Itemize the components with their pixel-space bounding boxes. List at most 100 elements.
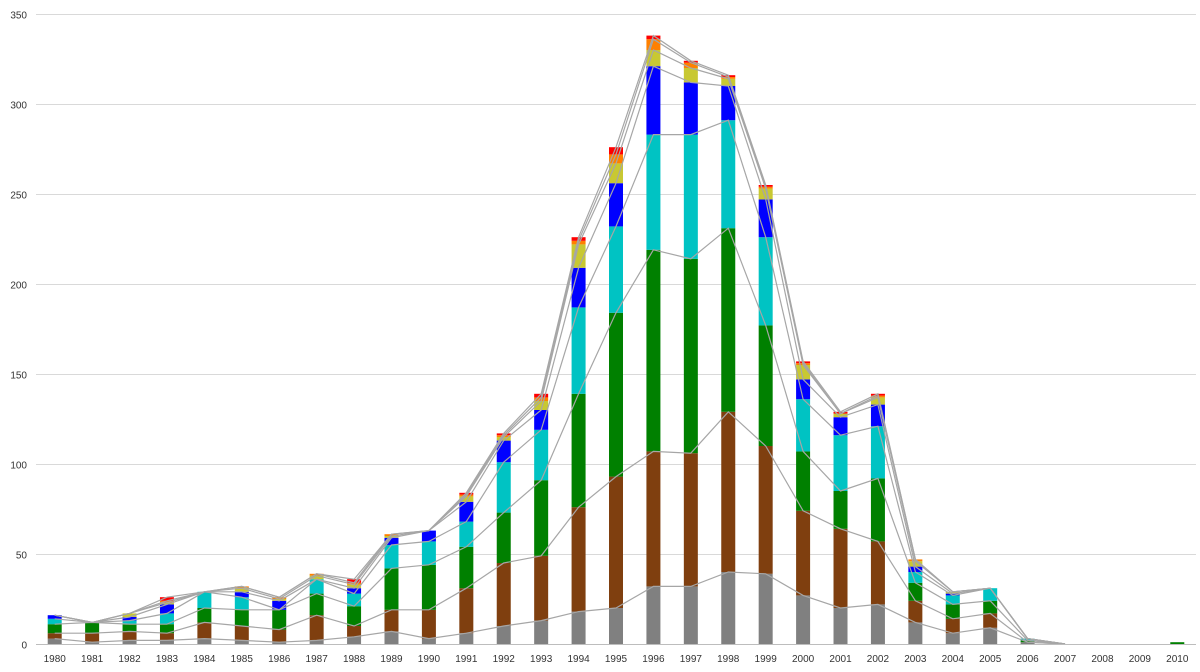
bar-segment [870, 426, 885, 479]
series-link-line [54, 227, 1066, 645]
bar-segment [646, 66, 661, 135]
bar-segment [85, 622, 100, 634]
y-tick-label: 0 [21, 641, 27, 652]
bar-segment [122, 613, 137, 617]
bar-segment [683, 68, 698, 83]
bar-segment [534, 401, 549, 410]
bar-segment [421, 530, 436, 542]
x-tick-label: 1999 [755, 654, 778, 665]
x-tick-label: 2006 [1016, 654, 1039, 665]
bar-segment [47, 615, 62, 619]
bar-segment [908, 572, 923, 583]
bar-segment [234, 609, 249, 626]
bar-segment [421, 541, 436, 565]
bar-segment [571, 611, 586, 644]
bar-segment [534, 429, 549, 481]
x-tick-label: 1994 [567, 654, 590, 665]
x-tick-label: 2002 [867, 654, 890, 665]
bar-stacks [47, 35, 1185, 644]
bar-segment [571, 393, 586, 508]
bar-segment [609, 163, 623, 184]
bar-segment [796, 379, 811, 400]
bar-segment [609, 312, 623, 477]
bar-segment [496, 462, 511, 513]
bar-segment [234, 597, 249, 610]
bar-segment [421, 564, 436, 610]
bar-segment [983, 627, 998, 644]
x-tick-label: 1995 [605, 654, 628, 665]
bar-segment [983, 600, 998, 614]
bar-segment [683, 134, 698, 259]
bar-segment [459, 501, 474, 522]
y-axis-tick-labels: 0 50 100 150 200 250 300 350 [10, 11, 27, 652]
x-tick-label: 1984 [193, 654, 216, 665]
bar-segment [534, 410, 549, 430]
bar-segment [908, 566, 923, 572]
bar-segment [945, 633, 960, 644]
bar-segment [384, 537, 399, 545]
bar-segment [159, 597, 174, 601]
bar-segment [272, 609, 287, 630]
bar-segment [870, 397, 885, 405]
x-tick-label: 1980 [44, 654, 67, 665]
bar-segment [833, 413, 848, 418]
x-tick-label: 2004 [942, 654, 965, 665]
bar-segment [122, 617, 137, 621]
bar-segment [496, 437, 511, 441]
bar-segment [796, 595, 811, 644]
bar-segment [945, 593, 960, 596]
bar-segment [309, 640, 324, 644]
bar-segment [758, 237, 773, 326]
bar-segment [721, 120, 736, 229]
x-tick-label: 1988 [343, 654, 366, 665]
x-tick-label: 2010 [1166, 654, 1189, 665]
bar-segment [459, 588, 474, 634]
bar-segment [234, 640, 249, 644]
bar-segment [159, 624, 174, 634]
y-tick-label: 300 [10, 101, 27, 112]
bar-segment [272, 599, 287, 601]
bar-segment [870, 478, 885, 542]
x-tick-label: 2005 [979, 654, 1002, 665]
bar-segment [646, 134, 661, 250]
bar-segment [721, 572, 736, 644]
bar-segment [197, 591, 212, 608]
bar-segment [234, 586, 249, 589]
bar-segment [459, 521, 474, 547]
bar-segment [197, 622, 212, 639]
bar-segment [272, 642, 287, 644]
x-tick-label: 1997 [680, 654, 703, 665]
y-tick-label: 150 [10, 371, 27, 382]
bar-segment [122, 620, 137, 625]
bar-segment [833, 491, 848, 529]
x-tick-label: 2008 [1091, 654, 1114, 665]
y-tick-label: 200 [10, 281, 27, 292]
bar-segment [234, 588, 249, 592]
series-link-lines [54, 34, 1066, 645]
bar-segment [47, 638, 62, 644]
x-tick-label: 1986 [268, 654, 291, 665]
x-tick-label: 1987 [306, 654, 329, 665]
bar-segment [758, 325, 773, 446]
bar-segment [234, 591, 249, 598]
bar-segment [534, 555, 549, 621]
bar-segment [459, 633, 474, 644]
bar-segment [609, 147, 623, 155]
bar-segment [421, 638, 436, 644]
bar-segment [459, 496, 474, 502]
bar-segment [159, 604, 174, 614]
bar-segment [833, 608, 848, 644]
bar-segment [347, 606, 362, 626]
bar-segment [159, 640, 174, 644]
bar-segment [758, 199, 773, 238]
bar-segment [384, 609, 399, 632]
x-tick-label: 1985 [231, 654, 254, 665]
bar-segment [1020, 642, 1035, 644]
bar-segment [384, 631, 399, 644]
x-tick-label: 1993 [530, 654, 553, 665]
bar-segment [496, 512, 511, 563]
x-tick-label: 2000 [792, 654, 815, 665]
bar-segment [796, 451, 811, 511]
